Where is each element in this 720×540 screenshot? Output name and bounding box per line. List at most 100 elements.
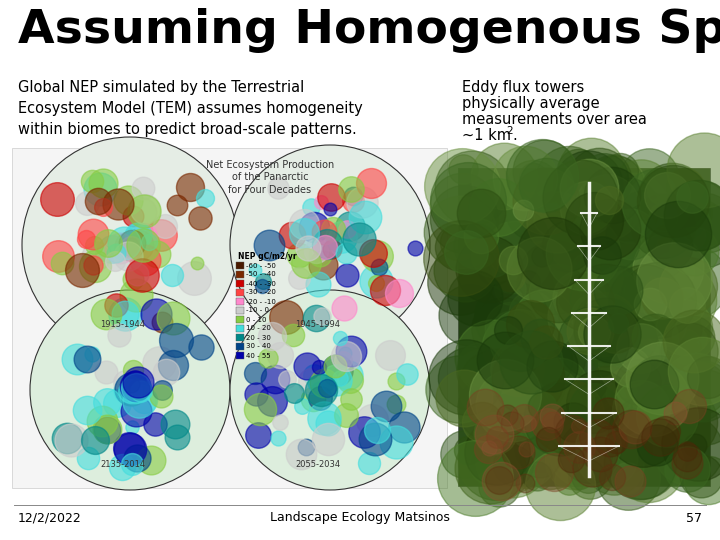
Point bbox=[692, 209, 703, 218]
Text: 2: 2 bbox=[506, 126, 513, 136]
Point bbox=[367, 248, 379, 257]
Point bbox=[305, 376, 317, 385]
Point bbox=[101, 367, 112, 376]
Point bbox=[310, 379, 321, 387]
Point bbox=[582, 472, 593, 481]
Point bbox=[651, 441, 662, 449]
Point bbox=[542, 435, 554, 443]
Point bbox=[81, 199, 93, 207]
Point bbox=[336, 232, 347, 241]
Point bbox=[125, 242, 137, 251]
Point bbox=[170, 335, 181, 344]
Point bbox=[598, 173, 610, 181]
Point bbox=[463, 373, 474, 382]
Point bbox=[654, 433, 665, 441]
Point bbox=[577, 306, 589, 314]
Point bbox=[501, 410, 513, 419]
Point bbox=[125, 385, 137, 394]
Point bbox=[159, 222, 171, 231]
Point bbox=[156, 318, 168, 327]
Point bbox=[329, 361, 341, 370]
Point bbox=[544, 451, 556, 460]
Point bbox=[702, 372, 714, 381]
Point bbox=[521, 445, 532, 454]
Point bbox=[585, 267, 596, 276]
Point bbox=[347, 197, 359, 206]
Point bbox=[599, 319, 611, 328]
Point bbox=[124, 387, 135, 395]
Point bbox=[312, 280, 323, 289]
Point bbox=[501, 386, 513, 394]
Point bbox=[572, 422, 584, 430]
Text: -40 - -30: -40 - -30 bbox=[246, 280, 276, 287]
Point bbox=[149, 420, 161, 428]
Point bbox=[166, 271, 178, 280]
Point bbox=[122, 196, 133, 205]
Point bbox=[600, 326, 612, 334]
Point bbox=[71, 355, 82, 363]
Point bbox=[89, 262, 100, 271]
Point bbox=[635, 343, 647, 352]
Text: 57: 57 bbox=[686, 511, 702, 524]
Point bbox=[372, 252, 383, 261]
Point bbox=[673, 296, 685, 305]
Point bbox=[92, 197, 104, 205]
Point bbox=[586, 463, 598, 472]
Point bbox=[629, 294, 641, 302]
Point bbox=[668, 266, 680, 275]
Point bbox=[155, 231, 166, 240]
Point bbox=[592, 441, 603, 450]
Text: measurements over area: measurements over area bbox=[462, 112, 647, 127]
Point bbox=[289, 389, 300, 397]
Point bbox=[681, 452, 693, 461]
Point bbox=[635, 213, 647, 221]
Point bbox=[640, 422, 652, 431]
Point bbox=[454, 385, 465, 394]
Point bbox=[114, 243, 126, 252]
Point bbox=[548, 468, 559, 477]
Point bbox=[648, 239, 660, 248]
Point bbox=[570, 241, 581, 249]
Point bbox=[106, 245, 117, 253]
Point bbox=[536, 401, 548, 410]
Point bbox=[664, 242, 675, 251]
Point bbox=[100, 309, 112, 318]
Point bbox=[390, 437, 402, 446]
Point bbox=[126, 423, 138, 431]
Point bbox=[574, 293, 585, 301]
Point bbox=[695, 384, 706, 393]
Point bbox=[452, 242, 464, 251]
Point bbox=[683, 326, 694, 334]
Point bbox=[526, 357, 537, 366]
Point bbox=[692, 440, 703, 449]
Point bbox=[551, 217, 562, 226]
Point bbox=[610, 438, 621, 447]
Bar bbox=[236, 352, 244, 359]
Point bbox=[281, 375, 292, 383]
Point bbox=[575, 205, 586, 214]
Point bbox=[567, 418, 578, 427]
Circle shape bbox=[22, 137, 238, 353]
Bar bbox=[236, 334, 244, 341]
Point bbox=[145, 456, 157, 464]
Point bbox=[131, 269, 143, 278]
Point bbox=[690, 382, 702, 391]
Point bbox=[56, 259, 68, 267]
Point bbox=[370, 276, 382, 285]
Point bbox=[535, 453, 546, 461]
Point bbox=[587, 337, 598, 346]
Point bbox=[682, 446, 693, 454]
Bar bbox=[458, 168, 710, 486]
Point bbox=[621, 204, 632, 213]
Text: -10 - 0: -10 - 0 bbox=[246, 307, 269, 314]
Point bbox=[554, 382, 565, 391]
Point bbox=[358, 428, 369, 437]
Point bbox=[589, 307, 600, 316]
Point bbox=[300, 259, 311, 267]
Point bbox=[485, 404, 496, 413]
Point bbox=[607, 329, 618, 338]
Point bbox=[81, 406, 92, 414]
Point bbox=[506, 418, 518, 427]
Point bbox=[340, 352, 351, 361]
Point bbox=[467, 184, 478, 192]
